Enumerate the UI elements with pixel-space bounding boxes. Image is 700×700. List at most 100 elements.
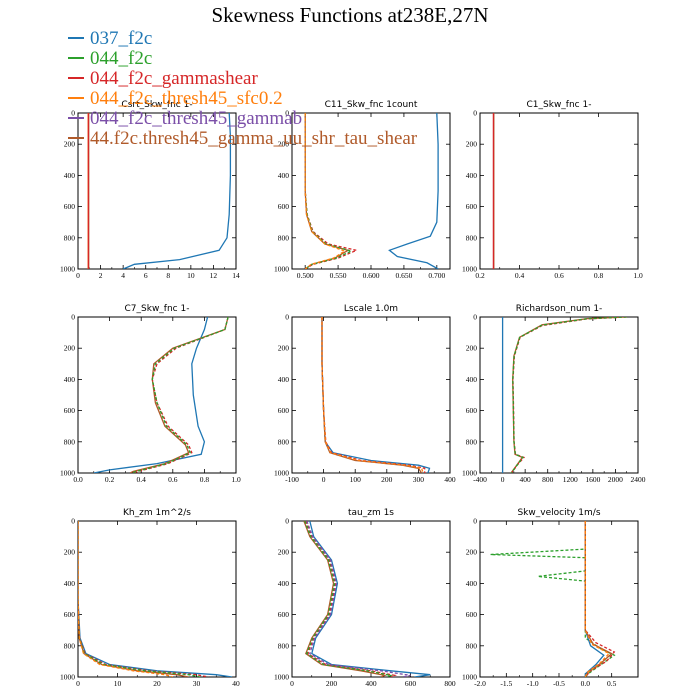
- y-tick-label: 600: [466, 202, 478, 211]
- legend-label: 044_f2c: [90, 48, 152, 69]
- series-line-4: [131, 317, 229, 473]
- y-tick-label: 600: [278, 406, 290, 415]
- y-tick-label: 0: [71, 517, 75, 526]
- plot-frame: [479, 112, 639, 270]
- x-tick-label: -100: [285, 475, 299, 484]
- y-tick-label: 200: [466, 344, 478, 353]
- series-line-4: [510, 317, 627, 473]
- panel-title: Csrt_Skw_fnc 1-: [121, 100, 192, 110]
- x-tick-label: 0.8: [594, 271, 604, 280]
- x-tick-label: 0.500: [297, 271, 314, 280]
- y-tick-label: 200: [278, 344, 290, 353]
- x-tick-label: 300: [413, 475, 425, 484]
- x-tick-label: 30: [193, 679, 201, 688]
- x-tick-label: 0: [76, 271, 80, 280]
- legend-label: 044_f2c_gammashear: [90, 68, 258, 89]
- y-tick-label: 0: [473, 313, 477, 322]
- y-tick-label: 1000: [274, 673, 289, 682]
- chart-panel-6: Richardson_num 1- 0 200 400 600 800 1000-400 0 4…: [462, 304, 646, 484]
- series-group: [304, 113, 439, 269]
- series-line-4: [584, 521, 613, 677]
- y-tick-label: 400: [64, 375, 76, 384]
- x-tick-label: 0.5: [607, 679, 617, 688]
- x-tick-label: -0.5: [553, 679, 565, 688]
- y-tick-label: 600: [64, 610, 76, 619]
- series-group: [501, 317, 627, 473]
- series-line-3: [321, 317, 426, 473]
- plot-frame: [77, 316, 237, 474]
- panel-title: C7_Skw_fnc 1-: [125, 304, 190, 314]
- x-tick-label: 10: [187, 271, 195, 280]
- x-tick-label: 0.2: [475, 271, 485, 280]
- plot-frame: [479, 316, 639, 474]
- plot-frame: [479, 520, 639, 678]
- x-tick-label: -1.5: [500, 679, 512, 688]
- y-tick-label: 1000: [462, 469, 477, 478]
- series-line-2: [510, 317, 627, 473]
- y-tick-label: 600: [278, 610, 290, 619]
- x-tick-label: 2000: [608, 475, 623, 484]
- x-tick-label: 0.4: [137, 475, 147, 484]
- series-line-2: [129, 317, 229, 473]
- y-tick-label: 800: [466, 233, 478, 242]
- series-group: [87, 113, 232, 269]
- y-tick-label: 0: [285, 517, 289, 526]
- x-tick-label: 0.600: [363, 271, 380, 280]
- legend-label: 044_f2c_thresh45_gammab: [90, 108, 302, 129]
- x-tick-label: 0.6: [554, 271, 564, 280]
- series-line-4: [304, 521, 394, 677]
- legend-entry: 044_f2c: [68, 48, 152, 69]
- series-group: [321, 317, 431, 473]
- series-line-5: [584, 521, 611, 677]
- y-tick-label: 400: [466, 579, 478, 588]
- x-tick-label: 14: [232, 271, 240, 280]
- series-line-1: [321, 317, 431, 473]
- series-line-1: [122, 113, 232, 269]
- series-line-3: [133, 317, 229, 473]
- y-tick-label: 400: [64, 171, 76, 180]
- x-tick-label: 2400: [631, 475, 646, 484]
- x-tick-label: 0: [76, 679, 80, 688]
- x-tick-label: 1200: [563, 475, 578, 484]
- y-tick-label: 600: [278, 202, 290, 211]
- x-tick-label: 8: [166, 271, 170, 280]
- panel-title: C11_Skw_fnc 1count: [325, 100, 418, 110]
- chart-panel-9: Skw_velocity 1m/s 0 200 400 600 800 1000-2.0 -1…: [462, 508, 639, 688]
- y-tick-label: 200: [278, 140, 290, 149]
- x-tick-label: 0.8: [200, 475, 210, 484]
- x-tick-label: 600: [405, 679, 417, 688]
- x-tick-label: 800: [444, 679, 456, 688]
- series-line-4: [78, 521, 201, 677]
- legend-entry: 044_f2c_thresh45_sfc0.2: [68, 88, 283, 109]
- legend-label: 44.f2c.thresh45_gamma_uu_shr_tau_shear: [90, 128, 418, 149]
- y-tick-label: 0: [71, 109, 75, 118]
- y-tick-label: 600: [466, 610, 478, 619]
- y-tick-label: 400: [466, 375, 478, 384]
- x-tick-label: 1.0: [633, 271, 643, 280]
- y-tick-label: 1000: [274, 469, 289, 478]
- series-group: [78, 521, 233, 677]
- legend-entry: 037_f2c: [68, 28, 152, 49]
- y-tick-label: 400: [278, 579, 290, 588]
- y-tick-label: 800: [278, 641, 290, 650]
- y-tick-label: 400: [466, 171, 478, 180]
- y-tick-label: 200: [466, 140, 478, 149]
- series-line-2: [303, 521, 388, 677]
- y-tick-label: 0: [71, 313, 75, 322]
- y-tick-label: 0: [285, 109, 289, 118]
- x-tick-label: 20: [153, 679, 161, 688]
- panel-title: tau_zm 1s: [348, 508, 394, 518]
- panel-title: Kh_zm 1m^2/s: [123, 508, 191, 518]
- y-tick-label: 200: [466, 548, 478, 557]
- x-tick-label: 0.4: [515, 271, 525, 280]
- y-tick-label: 1000: [60, 469, 75, 478]
- x-tick-label: 400: [365, 679, 377, 688]
- x-tick-label: 100: [350, 475, 362, 484]
- y-tick-label: 800: [278, 233, 290, 242]
- x-tick-label: -400: [473, 475, 487, 484]
- figure-title: Skewness Functions at238E,27N: [211, 3, 488, 27]
- legend-entry: 044_f2c_thresh45_gammab: [68, 108, 302, 129]
- panel-title: Skw_velocity 1m/s: [517, 508, 600, 518]
- y-tick-label: 800: [466, 641, 478, 650]
